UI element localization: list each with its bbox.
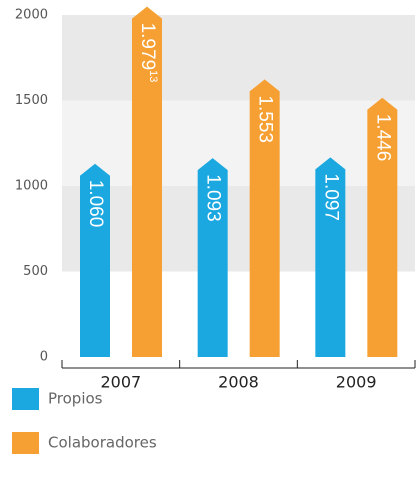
value-label: 1.446: [372, 114, 393, 162]
value-label-text: 1.093: [203, 174, 224, 222]
grid-band: [62, 186, 415, 272]
legend-swatch: [12, 432, 39, 454]
grid-band: [62, 15, 415, 101]
value-label: 1.097: [320, 173, 341, 221]
legend-swatch: [12, 388, 39, 410]
bar: [367, 97, 398, 357]
value-label-text: 1.446: [372, 114, 393, 162]
bar: [132, 6, 162, 357]
legend-label: Propios: [48, 390, 103, 408]
y-tick-label: 1000: [15, 179, 48, 194]
bar: [80, 163, 110, 357]
bar: [249, 79, 280, 357]
value-label: 1.553: [255, 95, 276, 143]
value-label: 1.093: [203, 174, 224, 222]
bar: [315, 157, 346, 357]
x-tick-label: 2007: [100, 373, 141, 392]
y-tick-label: 2000: [15, 8, 48, 23]
x-tick-label: 2009: [336, 373, 377, 392]
x-tick-label: 2008: [218, 373, 259, 392]
value-label-text: 1.553: [255, 95, 276, 143]
grid-band: [62, 100, 415, 186]
value-label-text: 1.979: [137, 23, 158, 71]
value-label: 1.060: [85, 180, 106, 228]
legend-label: Colaboradores: [48, 434, 157, 452]
y-tick-label: 500: [23, 264, 48, 279]
y-tick-label: 0: [40, 350, 48, 365]
grid-band: [62, 271, 415, 357]
bar: [197, 158, 228, 357]
value-label: 1.97913: [137, 23, 159, 83]
y-tick-label: 1500: [15, 93, 48, 108]
value-label-note: 13: [147, 70, 159, 82]
value-label-text: 1.060: [85, 180, 106, 228]
value-label-text: 1.097: [320, 173, 341, 221]
